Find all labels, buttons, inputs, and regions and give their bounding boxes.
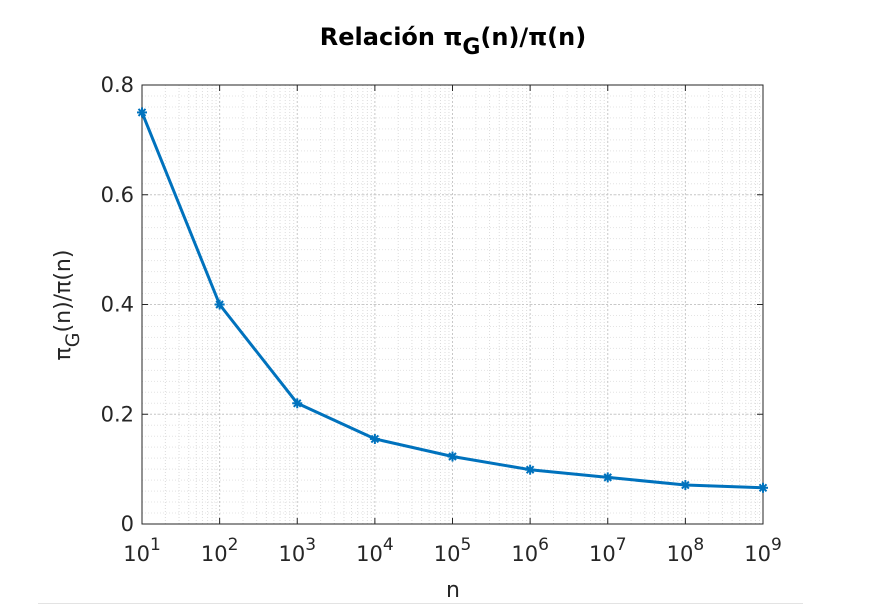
ylabel-subscript: G	[62, 332, 84, 347]
y-tick-label: 0.4	[101, 293, 134, 317]
x-tick-label: 106	[511, 535, 549, 566]
x-tick-label: 105	[434, 535, 472, 566]
x-tick-label: 109	[744, 535, 782, 566]
data-point	[292, 398, 303, 409]
title-main: Relación π	[320, 23, 463, 51]
axis-ticks: 101 102 103 104 105 106 107 108 109 0 0.2 0.4 0.6 0.8	[101, 73, 782, 566]
y-tick-label: 0.6	[101, 183, 134, 207]
x-axis-label: n	[446, 578, 460, 603]
data-point	[680, 480, 691, 491]
ylabel-rest: (n)/π(n)	[51, 250, 76, 333]
x-tick-label: 101	[123, 535, 161, 566]
series-line	[140, 111, 764, 490]
data-point	[214, 299, 225, 310]
data-point	[758, 482, 768, 493]
title-subscript: G	[462, 35, 480, 60]
data-point	[525, 464, 536, 475]
y-axis-label: πG(n)/π(n)	[51, 250, 84, 361]
data-point	[602, 472, 613, 483]
x-tick-label: 108	[667, 535, 705, 566]
y-tick-label: 0.8	[101, 73, 134, 97]
y-tick-label: 0.2	[101, 402, 134, 426]
title-rest: (n)/π(n)	[480, 23, 586, 51]
x-tick-label: 103	[278, 535, 316, 566]
chart-title: Relación πG(n)/π(n)	[320, 23, 586, 60]
y-tick-label: 0	[121, 512, 134, 536]
data-point	[447, 451, 458, 462]
series-layer	[137, 107, 768, 493]
data-point	[137, 107, 147, 118]
x-tick-label: 102	[201, 535, 239, 566]
x-tick-label: 104	[356, 535, 394, 566]
ylabel-main: π	[51, 347, 76, 360]
x-tick-label: 107	[589, 535, 627, 566]
data-point	[369, 433, 380, 444]
bottom-divider	[38, 603, 803, 604]
